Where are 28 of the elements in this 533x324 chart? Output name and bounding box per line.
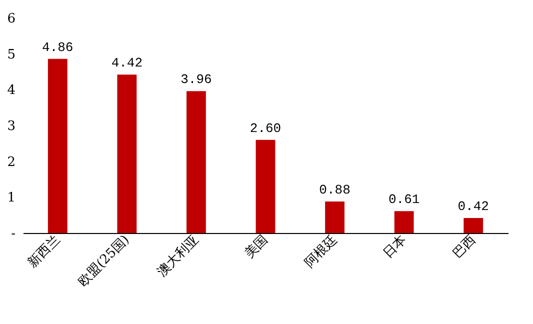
x-tick-label: 阿根廷	[302, 232, 340, 271]
bar	[186, 91, 206, 233]
bar	[48, 58, 68, 233]
y-tick-label: 4	[7, 83, 16, 98]
data-label: 0.42	[458, 198, 489, 214]
bar	[325, 201, 344, 233]
data-label: 2.60	[250, 120, 282, 136]
y-tick-label: 2	[7, 154, 16, 170]
bar	[117, 74, 137, 233]
x-tick-label: 美国	[241, 232, 272, 262]
data-label: 4.42	[111, 56, 143, 71]
x-tick-label: 新西兰	[25, 232, 64, 271]
data-label: 4.86	[42, 40, 74, 55]
data-label: 0.61	[388, 192, 420, 208]
data-label: 0.88	[319, 182, 350, 198]
x-tick-label: 欧盟(25国)	[76, 232, 133, 290]
x-tick-label: 日本	[380, 232, 410, 262]
bar	[464, 218, 484, 233]
y-tick-label: 1	[7, 190, 16, 206]
bar	[256, 140, 276, 233]
bar	[394, 211, 414, 233]
y-tick-label: 5	[7, 47, 16, 62]
y-tick-label: -	[11, 226, 16, 242]
y-tick-label: 6	[7, 12, 16, 26]
data-label: 3.96	[180, 72, 212, 88]
x-tick-label: 巴西	[450, 232, 480, 262]
y-tick-label: 3	[7, 119, 16, 134]
x-tick-label: 澳大利亚	[154, 232, 202, 280]
